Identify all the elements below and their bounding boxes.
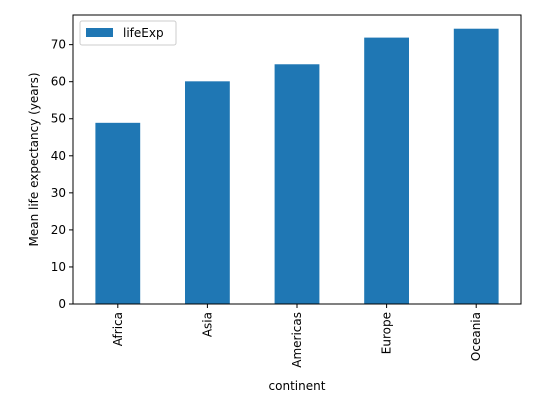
y-tick-label: 10 bbox=[51, 260, 66, 274]
bar-americas bbox=[274, 64, 320, 305]
y-tick-label: 50 bbox=[51, 112, 66, 126]
y-tick-label: 0 bbox=[58, 297, 66, 311]
y-tick-label: 70 bbox=[51, 38, 66, 52]
y-tick-label: 20 bbox=[51, 223, 66, 237]
x-tick-label: Europe bbox=[380, 312, 394, 354]
bars-layer bbox=[95, 28, 499, 305]
bar-asia bbox=[185, 81, 230, 304]
legend-label: lifeExp bbox=[123, 26, 164, 40]
legend-box bbox=[79, 20, 177, 46]
y-axis-label: Mean life expectancy (years) bbox=[27, 72, 41, 246]
legend-swatch bbox=[86, 28, 113, 37]
x-tick-label: Africa bbox=[111, 312, 125, 346]
y-tick-label: 60 bbox=[51, 75, 66, 89]
legend: lifeExp bbox=[79, 20, 177, 46]
x-axis-label: continent bbox=[269, 379, 326, 393]
x-axis: Africa Asia Americas Europe Oceania bbox=[111, 304, 483, 368]
x-tick-label: Americas bbox=[290, 312, 304, 368]
bar-europe bbox=[364, 37, 409, 304]
y-axis: 0 10 20 30 40 50 60 70 bbox=[51, 38, 73, 311]
y-tick-label: 30 bbox=[51, 186, 66, 200]
x-tick-label: Asia bbox=[200, 312, 214, 337]
x-tick-label: Oceania bbox=[469, 312, 483, 361]
bar-africa bbox=[95, 122, 141, 304]
y-tick-label: 40 bbox=[51, 149, 66, 163]
bar-oceania bbox=[453, 28, 499, 304]
